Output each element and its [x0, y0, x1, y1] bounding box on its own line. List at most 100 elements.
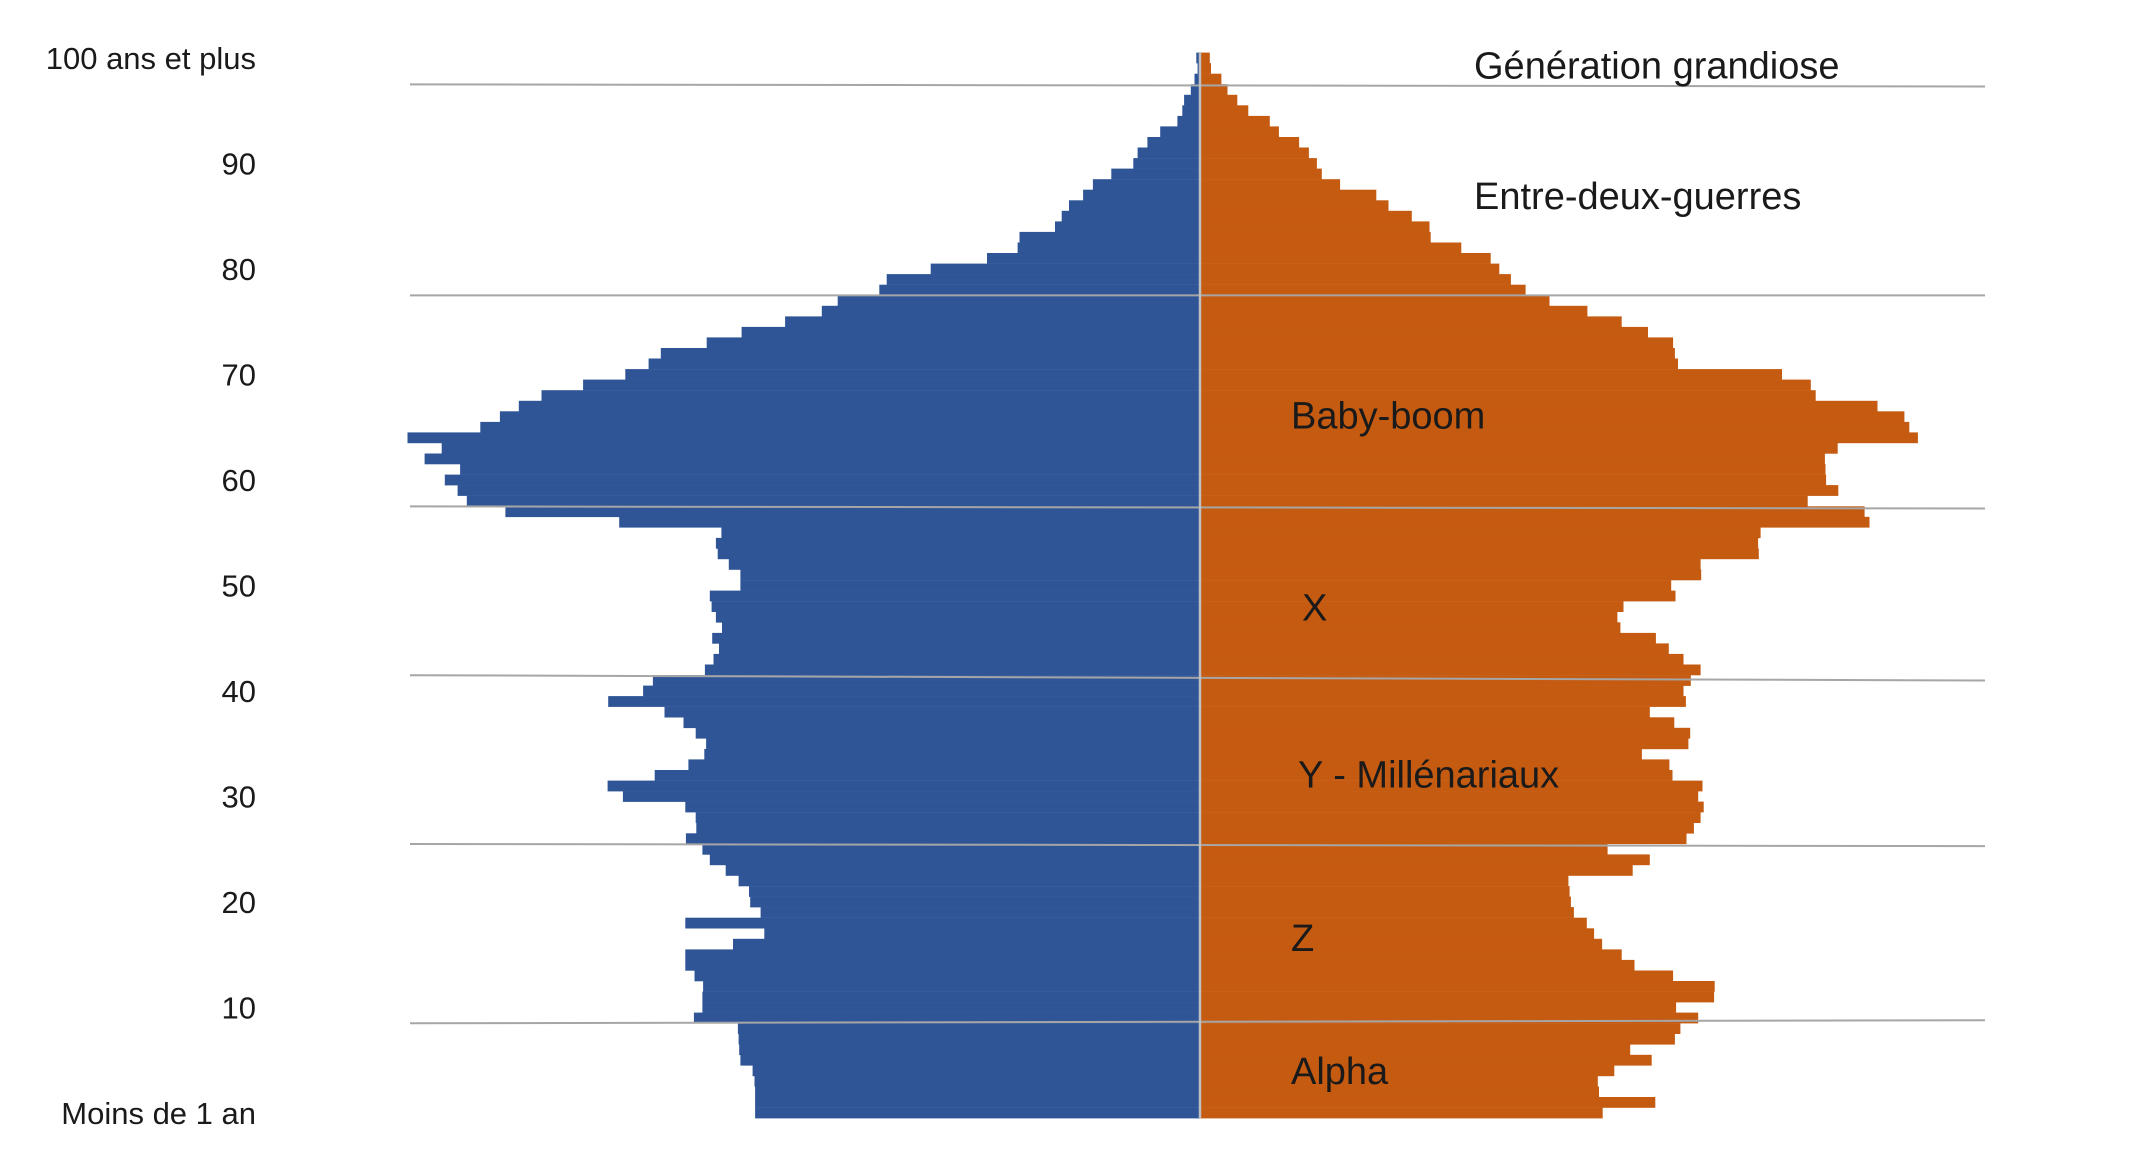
left-bar-age-47	[715, 611, 1200, 623]
left-bar-age-12	[703, 981, 1200, 992]
left-bar-age-79	[886, 274, 1200, 285]
left-bar-age-26	[685, 833, 1200, 845]
left-bar-age-31	[607, 780, 1200, 792]
generation-separators	[409, 83, 1986, 1025]
right-bar-age-22	[1200, 875, 1569, 887]
right-bar-age-97	[1200, 84, 1228, 95]
left-bar-age-69	[583, 379, 1200, 391]
left-bar-age-85	[1061, 210, 1200, 222]
left-bar-age-58	[466, 495, 1200, 507]
left-bar-age-48	[711, 601, 1200, 612]
right-bar-age-57	[1200, 506, 1865, 518]
left-bar-age-46	[722, 622, 1200, 634]
right-bar-age-72	[1200, 348, 1675, 359]
right-bar-age-20	[1200, 896, 1571, 908]
right-bar-age-12	[1200, 981, 1715, 992]
right-bar-age-14	[1200, 959, 1635, 971]
right-bar-age-95	[1200, 105, 1249, 117]
right-bar-age-40	[1200, 685, 1684, 697]
left-bar-age-61	[460, 464, 1201, 475]
right-bar-age-89	[1200, 168, 1322, 180]
left-bar-age-72	[660, 348, 1200, 359]
right-bar-age-48	[1200, 601, 1624, 612]
left-bar-age-91	[1137, 147, 1200, 159]
right-bar-age-10	[1200, 1002, 1677, 1013]
y-tick-label: 100 ans et plus	[46, 41, 256, 76]
y-tick-label: 70	[222, 358, 256, 393]
right-bar-age-16	[1200, 938, 1603, 950]
y-tick-label: 30	[222, 780, 256, 815]
left-bar-age-77	[837, 295, 1200, 307]
left-bar-age-37	[683, 717, 1200, 729]
generation-label: Entre-deux-guerres	[1474, 176, 1801, 218]
right-bar-age-26	[1200, 833, 1687, 845]
right-bar-age-0	[1200, 1107, 1603, 1119]
left-bar-age-0	[755, 1107, 1200, 1119]
left-bar-age-18	[685, 917, 1200, 929]
right-bar-age-94	[1200, 115, 1270, 127]
right-bar-age-65	[1200, 421, 1910, 433]
right-bar-age-1	[1200, 1097, 1656, 1108]
left-bar-age-36	[695, 727, 1200, 739]
left-bar-age-67	[518, 400, 1200, 412]
right-bar-age-98	[1200, 73, 1222, 85]
left-bar-age-9	[693, 1012, 1200, 1024]
left-bar-age-73	[706, 337, 1200, 349]
right-bar-age-71	[1200, 358, 1678, 370]
right-bar-age-4	[1200, 1065, 1615, 1077]
left-bar-age-53	[717, 548, 1200, 560]
right-bar-age-63	[1200, 442, 1838, 454]
right-bar-age-81	[1200, 253, 1491, 264]
left-bar-age-30	[622, 791, 1200, 802]
right-bar-age-24	[1200, 854, 1650, 866]
left-bar-age-78	[879, 284, 1200, 296]
left-bar-age-28	[695, 812, 1200, 823]
right-bar-age-80	[1200, 263, 1500, 275]
y-axis-tick-labels: 100 ans et plus 90 80 70 60 50 40 30 20 10 Moins d…	[46, 41, 256, 1131]
right-bar-age-39	[1200, 696, 1686, 707]
left-bar-age-97	[1190, 84, 1200, 95]
right-bar-age-93	[1200, 126, 1279, 138]
left-bar-age-24	[709, 854, 1200, 866]
right-bar-age-2	[1200, 1086, 1599, 1098]
left-bar-age-43	[713, 653, 1200, 665]
generation-label: Alpha	[1291, 1051, 1389, 1093]
left-bar-age-3	[754, 1075, 1200, 1087]
right-bar-age-41	[1200, 675, 1691, 686]
left-bar-age-90	[1133, 158, 1200, 169]
right-bar-age-82	[1200, 242, 1462, 254]
right-bar-age-69	[1200, 379, 1811, 391]
separator-line-0	[409, 83, 1986, 88]
left-bar-age-13	[694, 970, 1200, 982]
right-bar-age-38	[1200, 706, 1650, 718]
left-bar-age-2	[755, 1086, 1200, 1098]
left-bar-age-8	[737, 1023, 1200, 1034]
left-bar-age-74	[741, 326, 1200, 338]
right-bar-age-19	[1200, 907, 1574, 918]
right-bar-age-44	[1200, 643, 1669, 655]
right-bar-age-75	[1200, 316, 1622, 328]
left-bar-age-38	[664, 706, 1200, 718]
left-bar-age-51	[740, 569, 1200, 581]
right-bar-age-73	[1200, 337, 1674, 349]
left-bar-age-23	[725, 865, 1200, 876]
left-bar-age-80	[930, 263, 1200, 275]
right-bar-age-30	[1200, 791, 1699, 802]
left-bar-age-49	[709, 590, 1200, 602]
y-tick-label: 90	[222, 147, 256, 182]
y-tick-label: 80	[222, 252, 256, 287]
right-bar-age-55	[1200, 527, 1761, 539]
left-bar-age-6	[739, 1044, 1200, 1056]
left-bar-age-75	[785, 316, 1200, 328]
generation-label: Z	[1291, 918, 1314, 960]
right-bar-age-49	[1200, 590, 1676, 602]
left-bar-age-34	[704, 748, 1200, 760]
right-bar-age-25	[1200, 843, 1608, 855]
left-bar-age-65	[480, 421, 1200, 433]
right-bar-age-32	[1200, 770, 1673, 781]
right-bar-age-92	[1200, 137, 1300, 148]
right-bar-age-3	[1200, 1075, 1598, 1087]
right-bar-age-59	[1200, 485, 1839, 496]
right-bar-age-87	[1200, 189, 1377, 201]
right-bar-age-60	[1200, 474, 1827, 486]
